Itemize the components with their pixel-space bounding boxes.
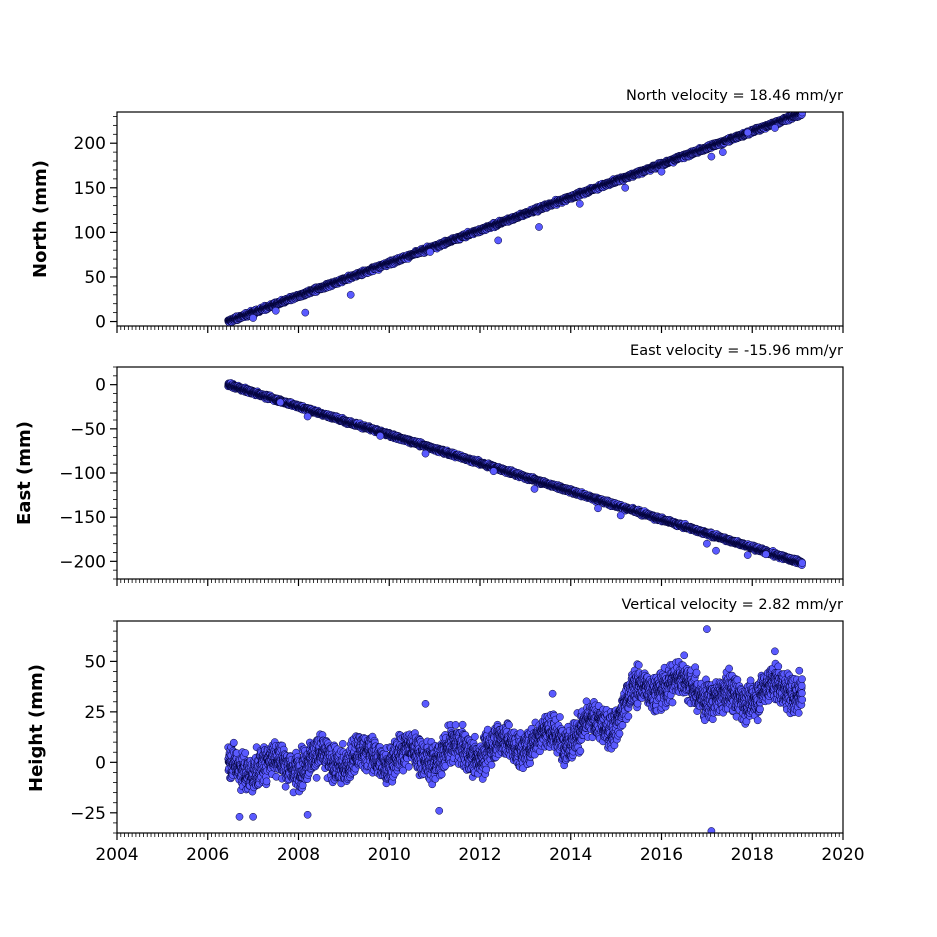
north-outlier-point [621, 183, 630, 192]
north-data-points [224, 112, 807, 326]
north-outlier-point [346, 290, 355, 299]
north-outlier-point [494, 236, 503, 245]
north-y-tick-label: 200 [74, 134, 106, 154]
north-y-tick-label: 150 [74, 179, 106, 199]
north-panel: North velocity = 18.46 mm/yr North (mm) … [30, 88, 844, 333]
north-outlier-point [743, 128, 752, 137]
north-y-tick-label: 100 [74, 223, 106, 243]
north-outlier-point [575, 199, 584, 208]
north-outlier-point [301, 308, 310, 317]
north-outlier-point [718, 148, 727, 156]
north-outlier-point [249, 314, 257, 322]
east-velocity-title: East velocity = -15.96 mm/yr [630, 343, 843, 359]
north-velocity-title: North velocity = 18.46 mm/yr [626, 88, 843, 104]
north-outlier-point [426, 248, 434, 256]
north-outlier-point [271, 306, 280, 315]
north-outlier-point [535, 223, 543, 231]
north-y-tick-label: 0 [95, 313, 106, 333]
north-outlier-point [771, 124, 779, 132]
north-outlier-point [657, 167, 666, 176]
north-outlier-point [707, 152, 716, 161]
north-y-tick-label: 50 [84, 268, 106, 288]
east-y-axis-label: East (mm) [14, 421, 35, 525]
north-y-axis-label: North (mm) [30, 160, 51, 278]
